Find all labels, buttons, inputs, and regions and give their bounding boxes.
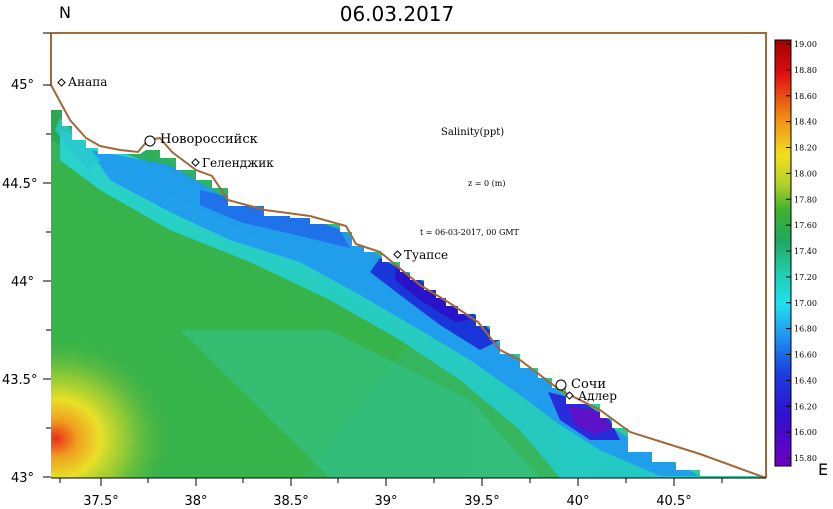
colorbar-label: 18.60 [794,92,817,101]
lat-axis [43,32,51,478]
city-label: Анапа [68,75,107,89]
city-label: Туапсе [404,248,448,262]
city-marker-icon [565,391,574,400]
city-label: Геленджик [202,156,274,170]
info-variable: Salinity(ppt) [441,127,504,138]
north-label: N [59,3,71,22]
city-sochi: Сочи [555,377,606,392]
major-city-marker-icon [555,379,567,391]
colorbar-label: 18.20 [794,144,817,153]
city-marker-icon [57,78,66,87]
colorbar-label: 16.80 [794,325,817,334]
city-tuapse: Туапсе [393,248,448,262]
city-label: Сочи [571,377,606,392]
info-time: t = 06-03-2017, 00 GMT [420,228,520,237]
colorbar-label: 19.00 [794,40,817,49]
city-adler: Адлер [565,389,617,403]
lon-axis [51,477,766,486]
city-label: Адлер [578,389,617,403]
colorbar-label: 16.60 [794,351,817,360]
colorbar-label: 18.00 [794,169,817,178]
colorbar-label: 16.00 [794,428,817,437]
lat-tick-43: 43° [11,471,34,486]
lon-tick-39: 39° [374,494,397,509]
map-title: 06.03.2017 [340,2,455,26]
east-label: E [818,460,828,479]
colorbar-label: 17.00 [794,299,817,308]
lon-tick-37-5: 37.5° [83,494,118,509]
coastline [50,84,767,479]
colorbar-label: 17.80 [794,195,817,204]
city-novorossiysk: Новороссийск [144,132,258,147]
lon-tick-40: 40° [566,494,589,509]
lat-tick-44-5: 44.5° [2,177,37,192]
city-marker-icon [393,250,402,259]
map-border [51,32,767,478]
lon-tick-39-5: 39.5° [464,494,499,509]
lon-tick-38: 38° [184,494,207,509]
colorbar-label: 16.40 [794,376,817,385]
colorbar-label: 16.20 [794,402,817,411]
colorbar-label: 18.80 [794,66,817,75]
lat-tick-44: 44° [11,275,34,290]
colorbar: 19.00 18.80 18.60 18.40 18.20 18.00 17.80 17.60… [774,39,817,467]
colorbar-labels: 19.00 18.80 18.60 18.40 18.20 18.00 17.80 17.60… [786,40,817,463]
city-marker-icon [191,158,200,167]
colorbar-label: 17.20 [794,273,817,282]
colorbar-ramp [774,39,792,467]
colorbar-label: 17.40 [794,247,817,256]
lat-tick-45: 45° [11,78,34,93]
city-anapa: Анапа [57,75,107,89]
lat-tick-43-5: 43.5° [2,373,37,388]
lon-tick-40-5: 40.5° [656,494,691,509]
major-city-marker-icon [144,135,156,147]
colorbar-label: 15.80 [794,454,817,463]
colorbar-label: 17.60 [794,221,817,230]
colorbar-label: 18.40 [794,118,817,127]
info-depth: z = 0 (m) [468,179,505,188]
city-gelendzhik: Геленджик [191,156,274,170]
city-label: Новороссийск [160,132,258,147]
lon-tick-38-5: 38.5° [273,494,308,509]
